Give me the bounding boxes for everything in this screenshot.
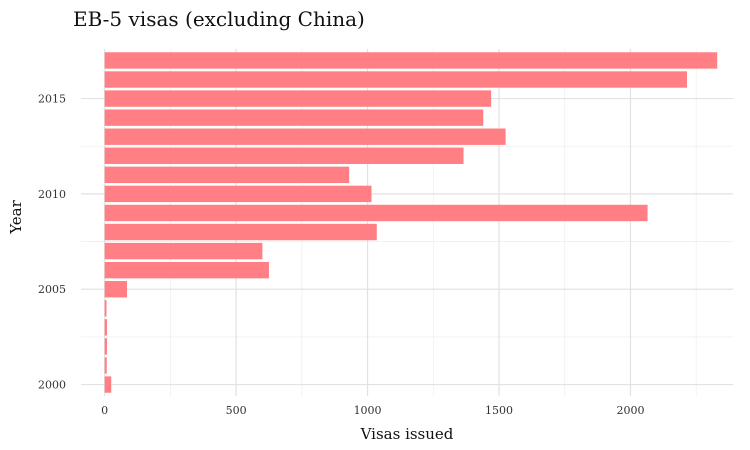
y-tick-label: 2015: [38, 93, 66, 106]
x-tick-label: 1500: [485, 404, 513, 417]
chart-title: EB-5 visas (excluding China): [73, 7, 365, 31]
bars: [104, 52, 718, 393]
y-axis-ticks: 2000 2005 2010 2015: [38, 93, 66, 392]
bar-2000: [104, 376, 112, 393]
bar-2012: [104, 147, 464, 164]
bar-2003: [104, 319, 108, 336]
y-tick-label: 2010: [38, 188, 66, 201]
bar-2004: [104, 300, 107, 317]
bar-2016: [104, 71, 687, 88]
x-tick-label: 0: [101, 404, 108, 417]
bar-2014: [104, 109, 484, 126]
bar-2013: [104, 128, 506, 145]
bar-2005: [104, 281, 128, 298]
x-tick-label: 500: [226, 404, 247, 417]
bar-2001: [104, 357, 107, 374]
bar-2011: [104, 166, 350, 184]
y-axis-title: Year: [7, 199, 25, 234]
bar-2006: [104, 261, 269, 279]
bar-2008: [104, 223, 377, 241]
x-tick-label: 2000: [616, 404, 644, 417]
bar-2007: [104, 242, 263, 260]
bar-2015: [104, 90, 492, 107]
bar-2009: [104, 204, 648, 222]
y-tick-label: 2005: [38, 283, 66, 296]
y-tick-label: 2000: [38, 379, 66, 392]
bar-2017: [104, 52, 718, 69]
x-tick-label: 1000: [354, 404, 382, 417]
x-axis-ticks: 0 500 1000 1500 2000: [101, 404, 644, 417]
bar-2010: [104, 185, 372, 203]
x-axis-title: Visas issued: [360, 425, 454, 443]
bar-2002: [104, 338, 108, 355]
